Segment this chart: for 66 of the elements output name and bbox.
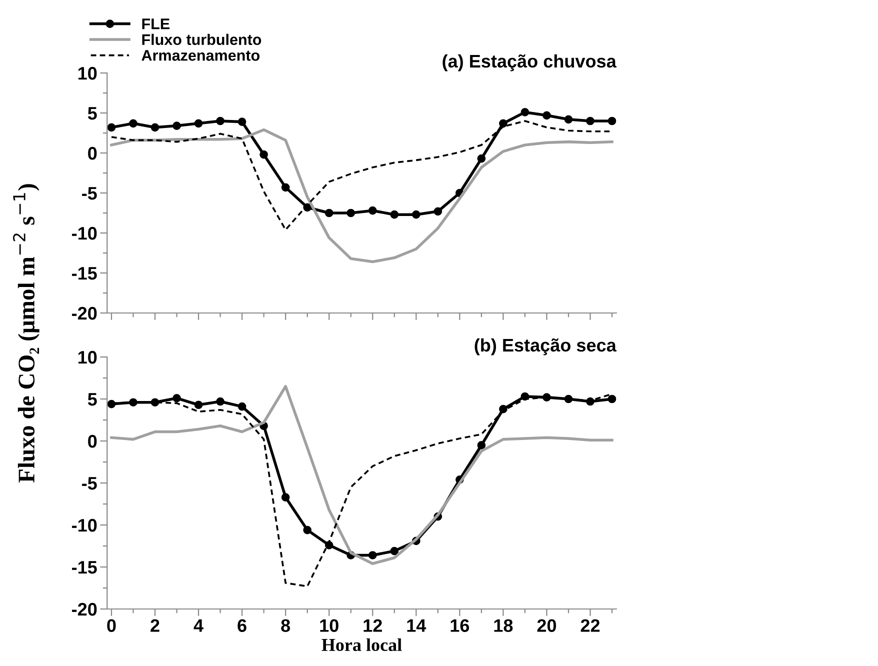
point (324, 208, 334, 218)
x-tick-label: 18 (494, 619, 513, 632)
point (281, 493, 290, 502)
point (238, 118, 246, 126)
y-tick-label: 10 (78, 66, 97, 80)
x-tick-label: 16 (450, 619, 470, 632)
point (172, 394, 181, 402)
point (368, 551, 377, 560)
line-series (110, 128, 614, 264)
point (434, 207, 442, 216)
point (172, 122, 181, 130)
y-tick-label: -20 (72, 602, 97, 616)
x-tick-label: 22 (580, 619, 600, 632)
y-tick-label: -10 (72, 226, 97, 240)
y-tick-label: -10 (72, 518, 97, 532)
y-tick-label: 5 (88, 393, 97, 406)
point (107, 123, 116, 132)
point (412, 210, 420, 219)
x-tick-label: 2 (150, 619, 160, 632)
point (346, 208, 356, 218)
point (477, 154, 486, 163)
point (499, 119, 508, 128)
point (194, 400, 203, 410)
point (608, 394, 616, 404)
point (260, 150, 268, 159)
legend-label: FLE (142, 18, 170, 30)
y-tick-label: -20 (72, 306, 97, 320)
x-tick-label: 10 (320, 619, 338, 632)
y-tick-label: -5 (82, 187, 97, 200)
point (390, 546, 399, 556)
point (194, 119, 203, 128)
point (564, 115, 573, 124)
y-tick-label: -15 (72, 267, 97, 280)
x-tick-label: 14 (407, 619, 426, 632)
y-tick-label: 5 (88, 107, 97, 120)
y-tick-label: -5 (82, 477, 97, 490)
point (216, 116, 224, 126)
point (542, 111, 551, 120)
x-tick-label: 4 (194, 619, 204, 632)
y-axis-title: Fluxo de CO₂ (μmol m$^{−2}$ s$^{−1}$) (13, 184, 40, 483)
point (150, 123, 160, 132)
point (477, 441, 486, 450)
chart-title: (a) Estação chuvosa (442, 54, 616, 72)
y-tick-label: 0 (88, 434, 97, 448)
point (303, 526, 312, 534)
x-tick-label: 0 (107, 619, 116, 632)
point (586, 116, 594, 126)
point (238, 402, 246, 411)
point (390, 210, 399, 219)
legend-label: Armazenamento (142, 50, 260, 61)
point (281, 183, 290, 192)
chart-title: (b) Estação seca (474, 338, 616, 356)
point (368, 206, 377, 215)
x-tick-label: 8 (281, 619, 290, 632)
legend-label: Fluxo turbulento (142, 34, 262, 46)
point (520, 108, 530, 116)
y-tick-label: 10 (78, 350, 97, 364)
y-tick-label: -15 (72, 561, 97, 574)
point (216, 397, 224, 406)
x-tick-label: 20 (537, 619, 556, 632)
point (129, 119, 138, 128)
x-tick-label: 12 (364, 619, 382, 632)
x-axis-title: Hora local (322, 638, 402, 652)
point (608, 116, 616, 126)
y-tick-label: 0 (88, 146, 97, 160)
x-tick-label: 6 (238, 619, 246, 632)
